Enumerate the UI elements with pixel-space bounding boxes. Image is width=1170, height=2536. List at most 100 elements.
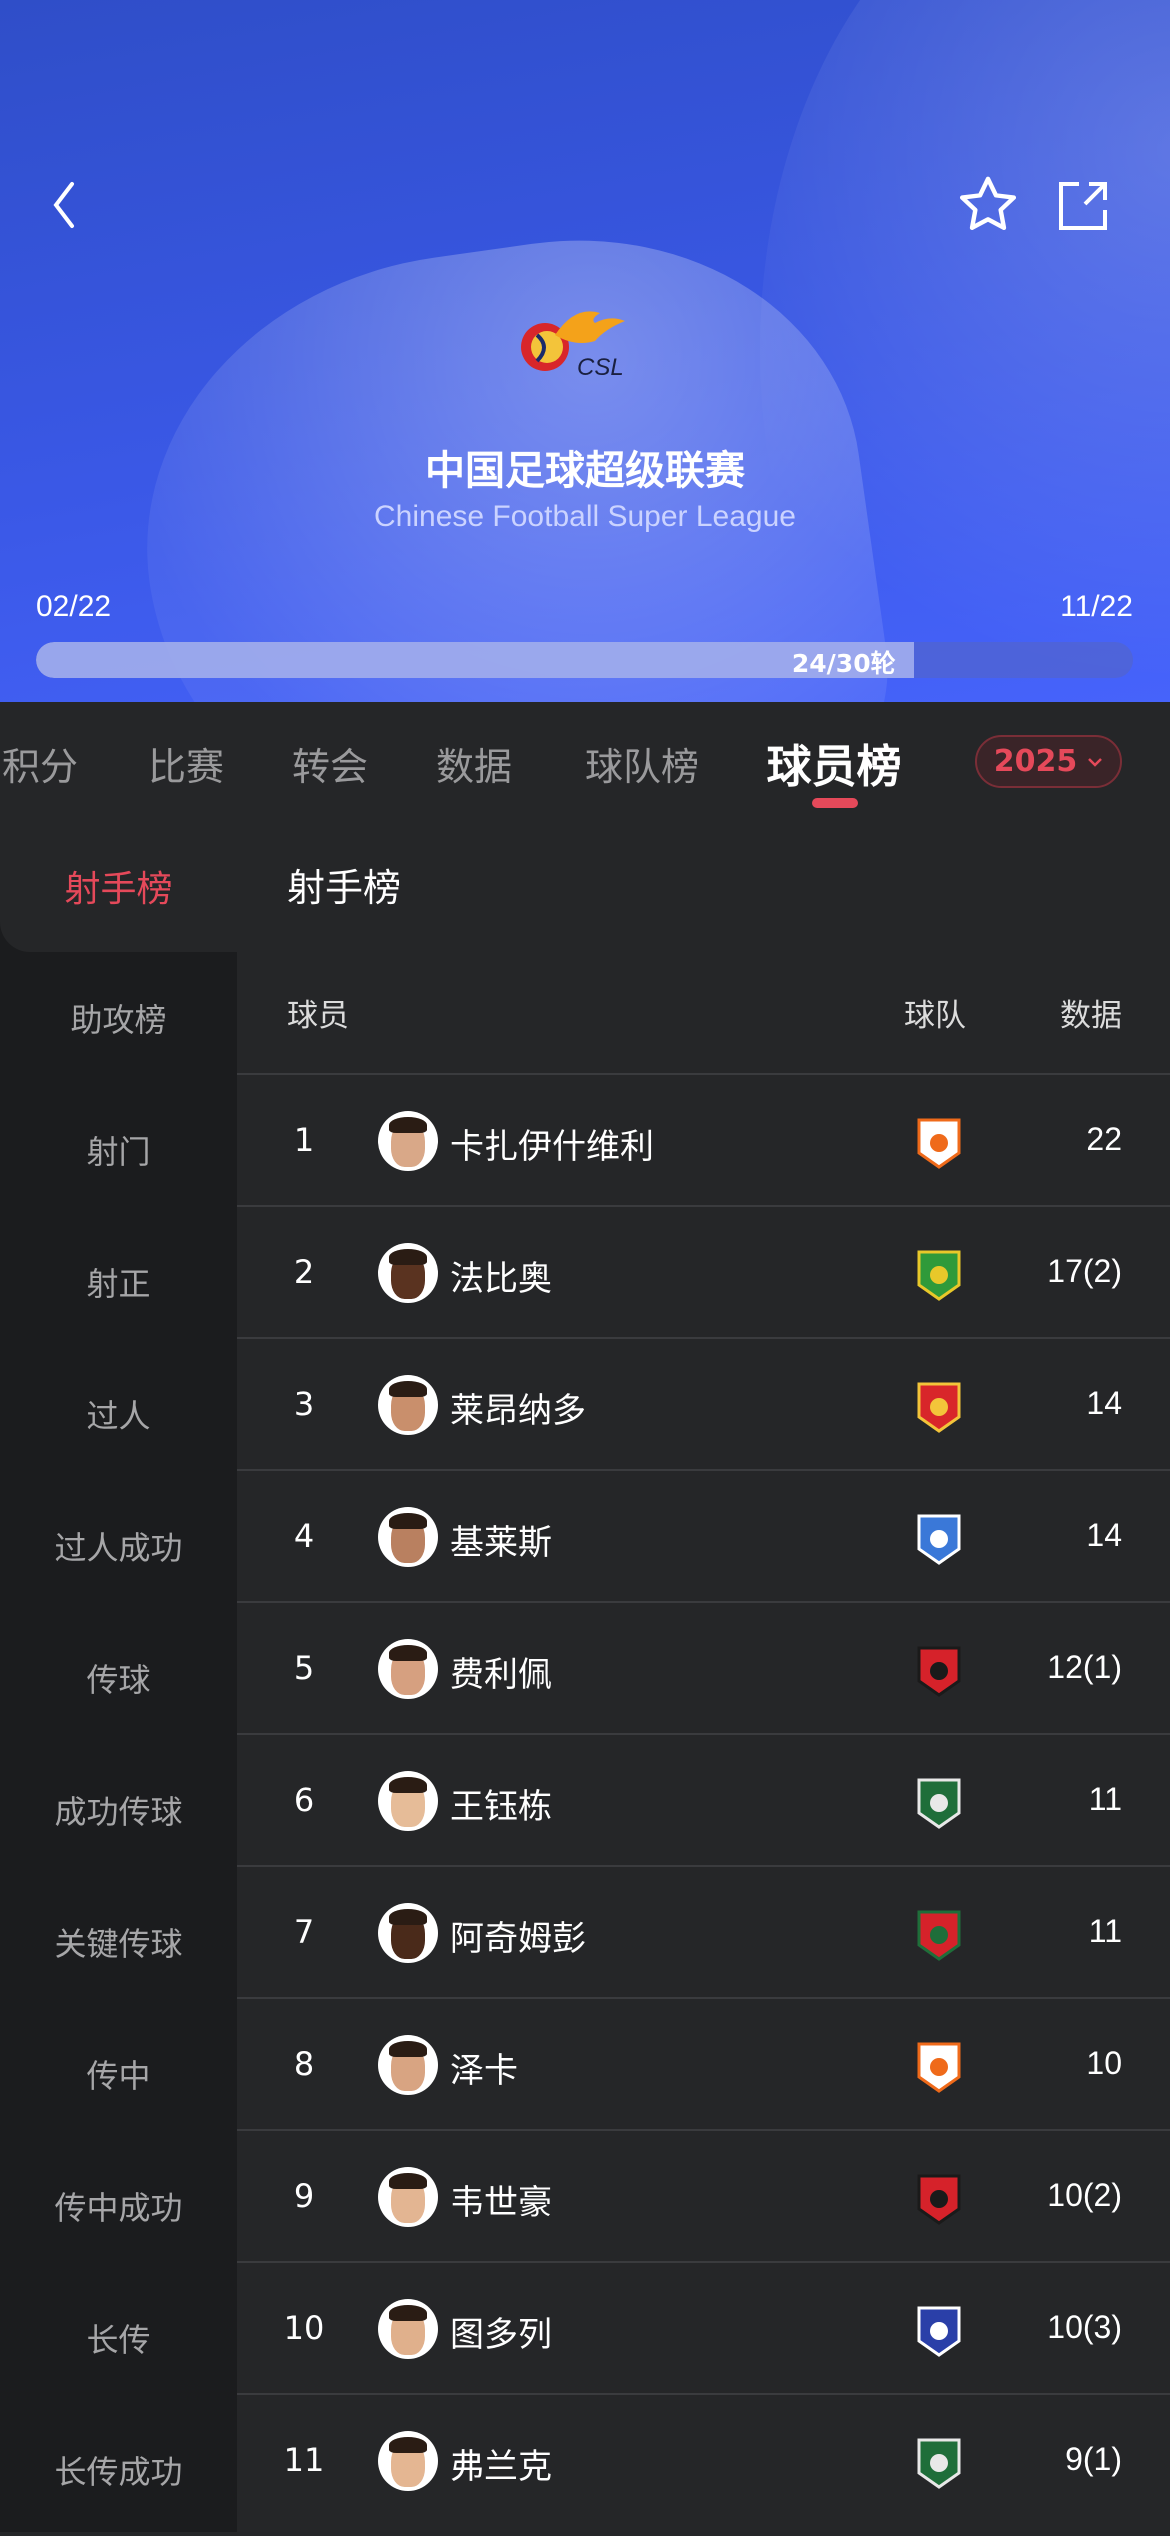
decorative-shape — [760, 0, 1170, 702]
table-row[interactable]: 5 费利佩 12(1) — [237, 1601, 1170, 1733]
rank: 8 — [293, 2045, 315, 2083]
player-name[interactable]: 卡扎伊什维利 — [450, 1127, 654, 1167]
tab-1[interactable]: 比赛 — [147, 745, 225, 789]
table-row[interactable]: 7 阿奇姆彭 11 — [237, 1865, 1170, 1997]
sidebar-item[interactable]: 传球 — [86, 1661, 151, 1699]
stat-value: 9(1) — [1065, 2441, 1122, 2477]
player-avatar — [378, 1771, 438, 1831]
back-icon[interactable] — [44, 178, 84, 232]
tab-4[interactable]: 球队榜 — [584, 745, 700, 789]
table-row[interactable]: 2 法比奥 17(2) — [237, 1205, 1170, 1337]
stat-value: 11 — [1088, 1913, 1122, 1949]
svg-text:CSL: CSL — [577, 354, 624, 381]
rank: 9 — [293, 2177, 315, 2215]
team-badge-icon[interactable] — [915, 2041, 963, 2093]
tab-2[interactable]: 转会 — [291, 745, 369, 789]
player-avatar — [378, 2035, 438, 2095]
avatar-hair — [389, 1645, 427, 1661]
player-avatar — [378, 1639, 438, 1699]
sidebar-item[interactable]: 传中 — [86, 2057, 151, 2095]
player-avatar — [378, 2431, 438, 2491]
player-name[interactable]: 费利佩 — [450, 1655, 552, 1695]
tab-0[interactable]: 积分 — [1, 745, 79, 789]
team-badge-icon[interactable] — [915, 2173, 963, 2225]
rank: 7 — [293, 1913, 315, 1951]
avatar-hair — [389, 1909, 427, 1925]
player-name[interactable]: 韦世豪 — [450, 2183, 552, 2223]
team-badge-icon[interactable] — [915, 1645, 963, 1697]
rank: 3 — [293, 1385, 315, 1423]
table-row[interactable]: 4 基莱斯 14 — [237, 1469, 1170, 1601]
share-icon[interactable] — [1055, 178, 1111, 234]
table-row[interactable]: 8 泽卡 10 — [237, 1997, 1170, 2129]
sidebar-item[interactable]: 传中成功 — [54, 2189, 183, 2227]
sidebar-item[interactable]: 长传 — [86, 2321, 151, 2359]
avatar-hair — [389, 1117, 427, 1133]
team-badge-icon[interactable] — [915, 2437, 963, 2489]
sidebar-item[interactable]: 过人 — [86, 1397, 151, 1435]
avatar-hair — [389, 2305, 427, 2321]
rank: 1 — [293, 1121, 315, 1159]
round-progress-label: 24/30轮 — [791, 649, 896, 678]
csl-logo: CSL — [521, 311, 625, 381]
league-subtitle: Chinese Football Super League — [374, 500, 796, 533]
tab-5[interactable]: 球员榜 — [766, 740, 902, 793]
stat-value: 10(3) — [1047, 2309, 1122, 2345]
player-name[interactable]: 王钰栋 — [450, 1787, 552, 1827]
page-title: 射手榜 — [287, 866, 402, 910]
league-title: 中国足球超级联赛 — [425, 448, 745, 494]
table-row[interactable]: 10 图多列 10(3) — [237, 2261, 1170, 2393]
team-badge-icon[interactable] — [915, 1249, 963, 1301]
sidebar-item[interactable]: 射正 — [86, 1265, 151, 1303]
round-progress-bar: 24/30轮 — [36, 642, 1133, 678]
sidebar-item[interactable]: 射手榜 — [0, 820, 237, 952]
table-row[interactable]: 1 卡扎伊什维利 22 — [237, 1073, 1170, 1205]
rank: 5 — [293, 1649, 315, 1687]
player-name[interactable]: 图多列 — [450, 2315, 552, 2355]
sidebar-item[interactable]: 助攻榜 — [70, 1001, 167, 1039]
sidebar-item[interactable]: 射门 — [86, 1133, 151, 1171]
team-badge-icon[interactable] — [915, 1381, 963, 1433]
rank: 10 — [283, 2309, 325, 2347]
player-name[interactable]: 阿奇姆彭 — [450, 1919, 586, 1959]
player-name[interactable]: 法比奥 — [450, 1259, 552, 1299]
star-icon[interactable] — [955, 172, 1021, 238]
player-name[interactable]: 弗兰克 — [450, 2447, 552, 2487]
tab-3[interactable]: 数据 — [435, 745, 513, 789]
avatar-hair — [389, 1513, 427, 1529]
player-avatar — [378, 1507, 438, 1567]
active-tab-indicator — [812, 798, 858, 808]
player-avatar — [378, 1243, 438, 1303]
avatar-hair — [389, 2041, 427, 2057]
sidebar-item[interactable]: 关键传球 — [54, 1925, 183, 1963]
stat-category-sidebar: 射手榜助攻榜射门射正过人过人成功传球成功传球关键传球传中传中成功长传长传成功 — [0, 820, 237, 2532]
column-header-data: 数据 — [1060, 998, 1122, 1034]
player-avatar — [378, 2299, 438, 2359]
column-header-team: 球队 — [904, 998, 966, 1034]
table-row[interactable]: 3 莱昂纳多 14 — [237, 1337, 1170, 1469]
sidebar-item[interactable]: 长传成功 — [54, 2453, 183, 2491]
team-badge-icon[interactable] — [915, 1777, 963, 1829]
player-name[interactable]: 泽卡 — [450, 2051, 518, 2091]
season-end-date: 11/22 — [1060, 590, 1133, 623]
avatar-hair — [389, 1381, 427, 1397]
table-row[interactable]: 6 王钰栋 11 — [237, 1733, 1170, 1865]
season-selector[interactable]: 2025 — [975, 735, 1122, 788]
team-badge-icon[interactable] — [915, 1117, 963, 1169]
team-badge-icon[interactable] — [915, 1513, 963, 1565]
sidebar-item[interactable]: 成功传球 — [54, 1793, 183, 1831]
team-badge-icon[interactable] — [915, 1909, 963, 1961]
team-badge-icon[interactable] — [915, 2305, 963, 2357]
season-value: 2025 — [993, 744, 1078, 779]
stat-value: 12(1) — [1047, 1649, 1122, 1685]
sidebar-item[interactable]: 过人成功 — [54, 1529, 183, 1567]
chevron-down-icon — [1088, 757, 1103, 767]
avatar-hair — [389, 2437, 427, 2453]
stat-value: 14 — [1086, 1517, 1122, 1553]
table-row[interactable]: 11 弗兰克 9(1) — [237, 2393, 1170, 2525]
stat-value: 10 — [1086, 2045, 1122, 2081]
season-start-date: 02/22 — [36, 590, 112, 623]
player-name[interactable]: 莱昂纳多 — [450, 1391, 586, 1431]
player-name[interactable]: 基莱斯 — [450, 1523, 552, 1563]
table-row[interactable]: 9 韦世豪 10(2) — [237, 2129, 1170, 2261]
